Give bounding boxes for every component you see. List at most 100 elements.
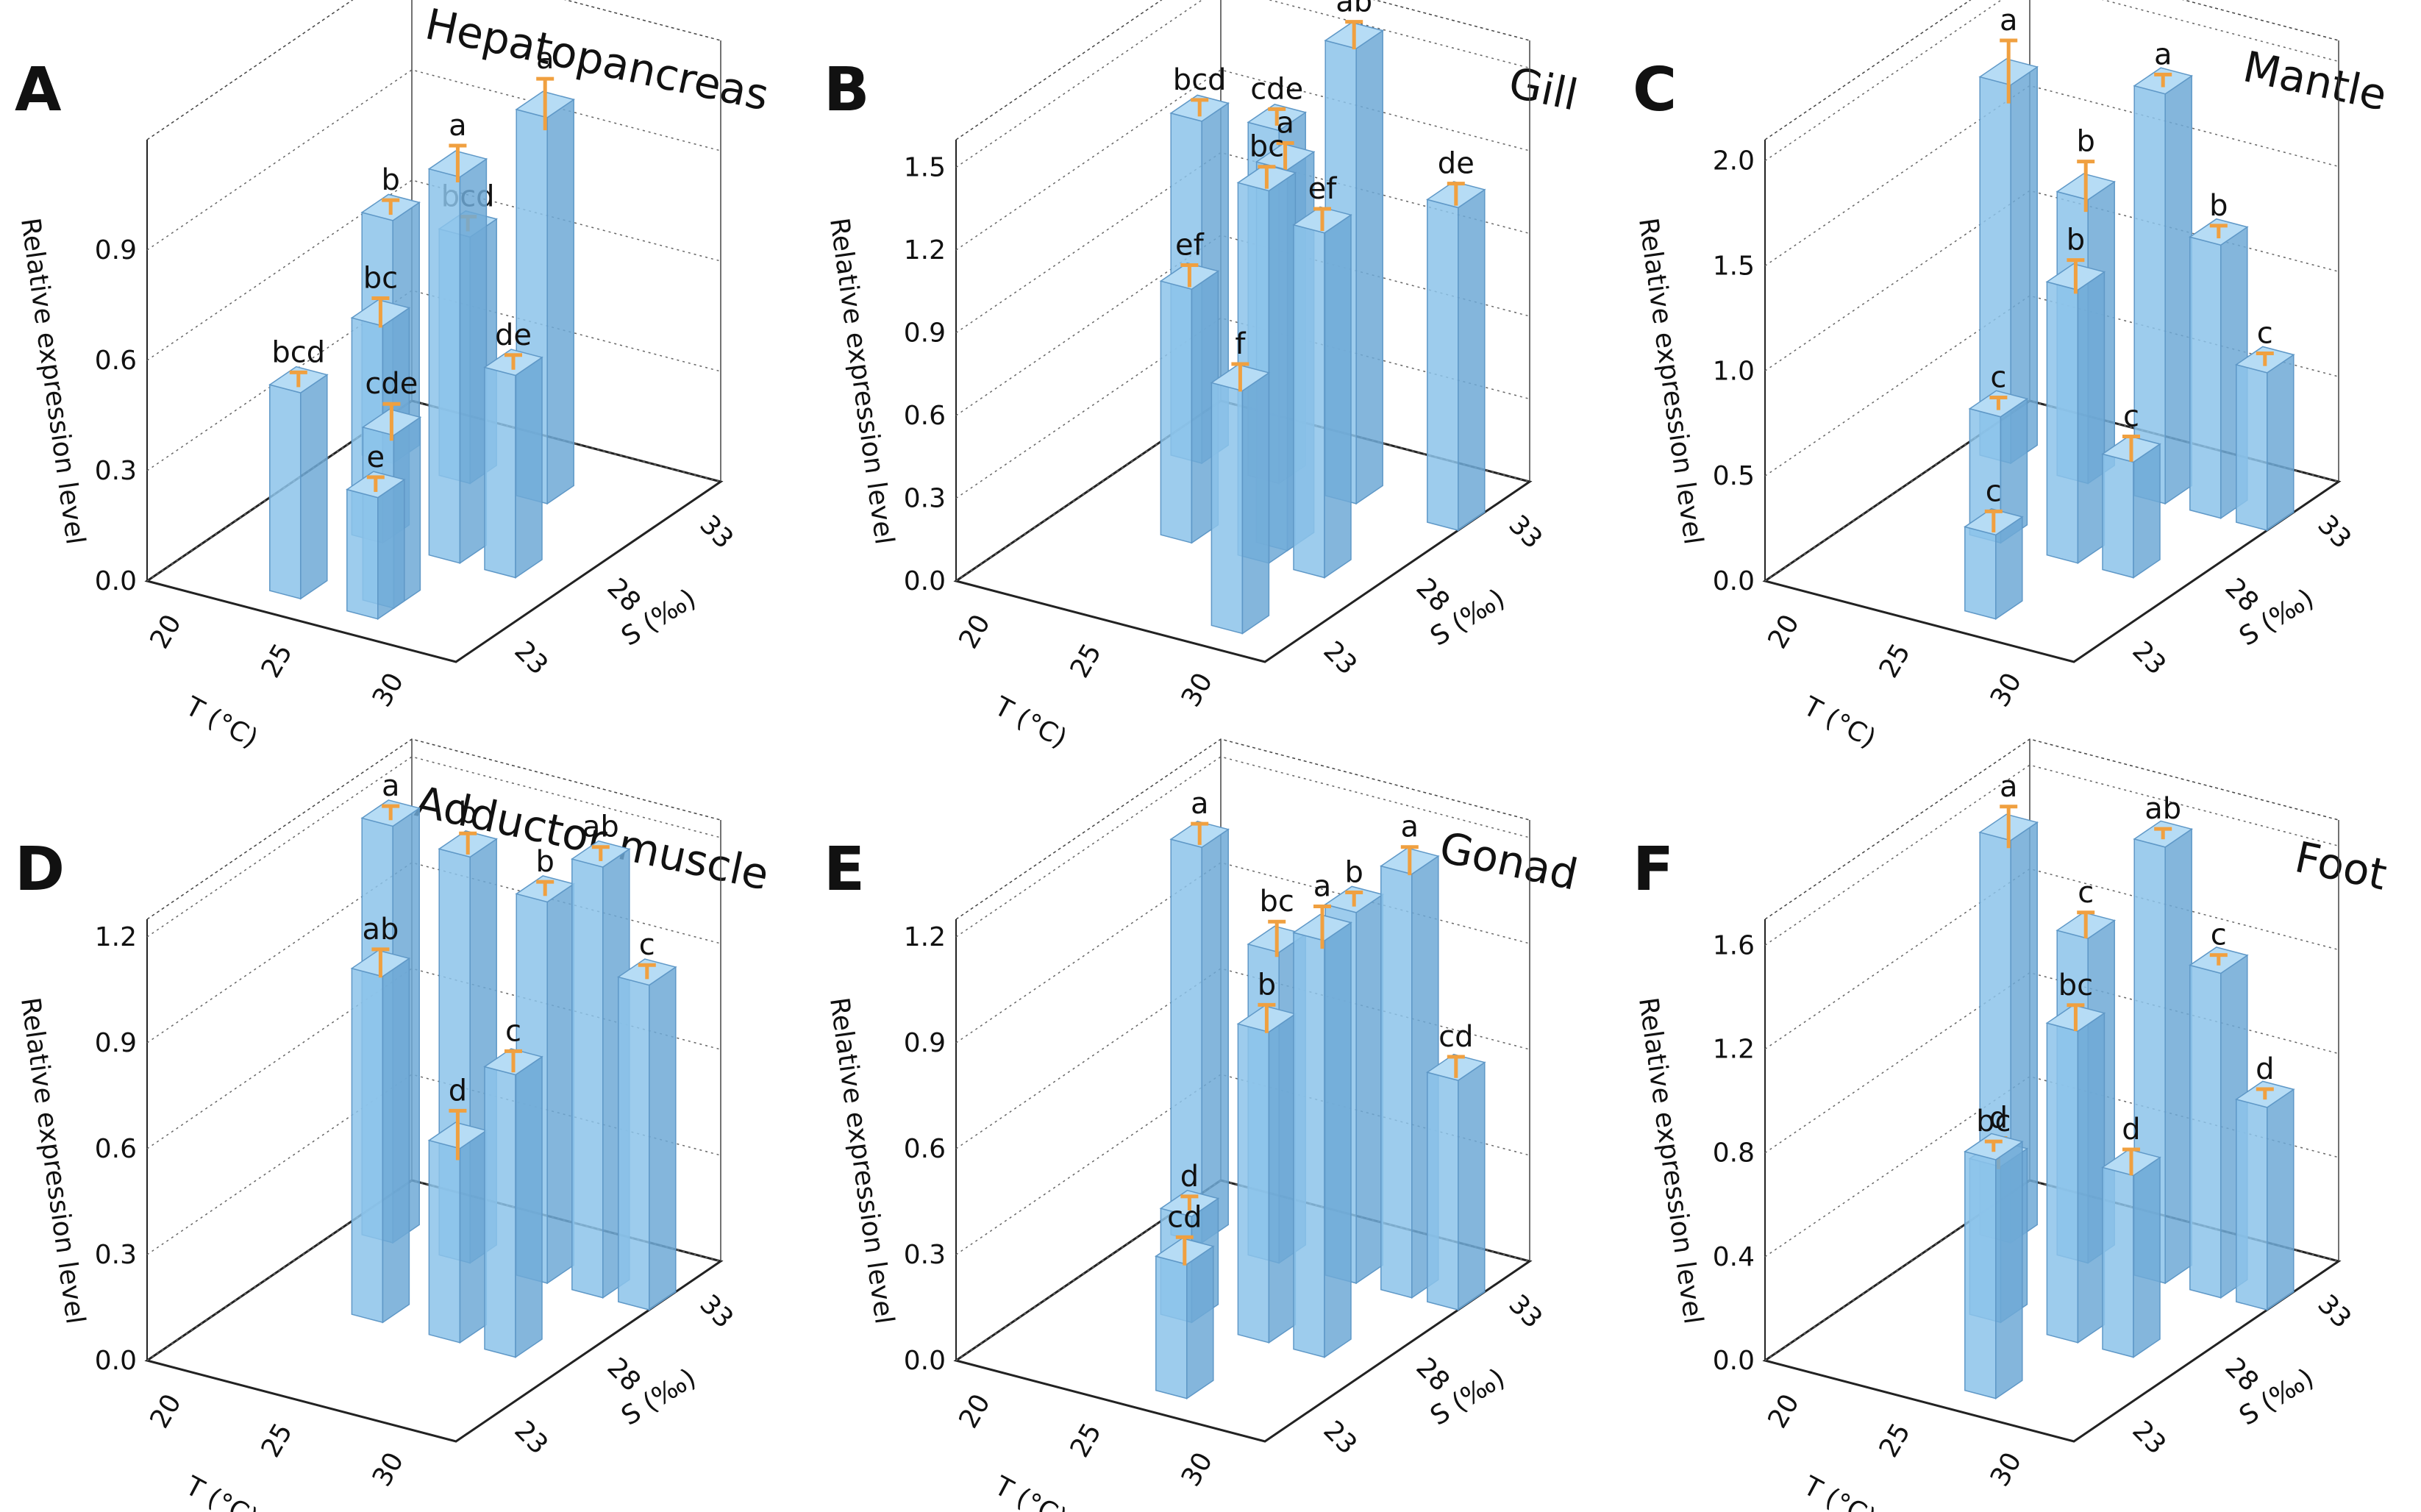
gridline	[1764, 85, 2339, 267]
panel-D: D Adductor muscle0.00.30.60.91.2Relative …	[15, 738, 773, 1512]
y-tick-label: 0.6	[904, 1134, 946, 1164]
significance-label: ab	[362, 913, 399, 946]
y-tick-label: 0.4	[1713, 1242, 1755, 1272]
panel-E: E Gonad 0.0 0.3 0.6 0.9 1.2 Relative expression…	[824, 738, 1582, 1512]
y-tick-label: 0.3	[95, 456, 137, 486]
gridline	[146, 290, 721, 471]
significance-label: a	[2000, 770, 2018, 804]
significance-label: bc	[1249, 130, 1284, 164]
bar: c	[1964, 474, 2024, 621]
significance-label: c	[2078, 876, 2094, 910]
gridline	[146, 862, 721, 1044]
y-tick-label: 0.9	[904, 1028, 946, 1058]
significance-label: a	[1401, 810, 1419, 844]
z-tick-label: 33	[1502, 1289, 1547, 1334]
panel-title: Mantle	[2239, 41, 2392, 120]
top-frame	[955, 0, 1530, 140]
gridline	[955, 1074, 1530, 1255]
z-tick-label: 28	[1410, 573, 1455, 618]
gridline	[955, 317, 1530, 499]
y-tick-label: 0.3	[95, 1240, 137, 1270]
significance-label: bc	[1976, 1105, 2011, 1138]
y-tick-label: 0.0	[904, 1346, 946, 1376]
panel-letter: F	[1633, 835, 1674, 905]
bar-side-face	[2164, 74, 2192, 505]
bar-front-face	[1293, 224, 1325, 579]
gridline	[146, 400, 721, 582]
bar: a	[2133, 38, 2193, 505]
gridline	[1764, 764, 2339, 946]
bar: c	[2101, 399, 2161, 579]
bar-side-face	[1355, 29, 1383, 505]
gridline	[955, 1180, 1530, 1361]
significance-label: d	[449, 1074, 467, 1108]
bar: a	[1169, 787, 1230, 1244]
y-tick-label: 1.2	[904, 922, 946, 952]
y-tick-label: 1.5	[1713, 251, 1755, 281]
x-tick-label: 25	[1065, 1419, 1108, 1463]
significance-label: b	[1258, 968, 1276, 1002]
bar: f	[1210, 327, 1271, 635]
panel-F: F Foot 0.0 0.4 0.8 1.2 1.6 Relative expression …	[1633, 738, 2391, 1512]
bar-side-face	[1268, 1013, 1297, 1344]
significance-label: ef	[1308, 172, 1338, 206]
z-tick-label: 28	[601, 1352, 646, 1397]
gridline	[955, 862, 1530, 1044]
gridline	[146, 968, 721, 1149]
y-tick-label: 0.6	[95, 346, 137, 376]
significance-label: f	[1235, 327, 1246, 361]
bar-side-face	[1324, 921, 1352, 1358]
top-frame	[1764, 738, 2339, 920]
bar-front-face	[2236, 363, 2268, 532]
bar-side-face	[1355, 893, 1383, 1285]
significance-label: b	[2067, 224, 2085, 257]
bar-front-face	[428, 1139, 461, 1344]
y-tick-label: 0.6	[904, 401, 946, 431]
bar-front-face	[571, 858, 604, 1299]
panel-C: C Mantle 0.0 0.5 1.0 1.5 2.0 Relative expressio…	[1633, 0, 2391, 755]
significance-label: ef	[1175, 228, 1205, 262]
bar-side-face	[1324, 213, 1352, 579]
bar: e	[346, 441, 406, 621]
y-axis-title: Relative expression level	[15, 996, 90, 1326]
bar: d	[427, 1074, 488, 1344]
x-tick-label: 25	[256, 639, 299, 683]
significance-label: bcd	[1173, 63, 1227, 97]
panel-letter: B	[824, 55, 870, 125]
gridline	[1764, 868, 2339, 1050]
significance-label: c	[1990, 360, 2006, 394]
panel-title: Gill	[1505, 57, 1582, 121]
significance-label: b	[459, 796, 477, 830]
z-tick-label: 28	[2219, 1352, 2264, 1397]
bar: b	[1236, 968, 1297, 1344]
x-axis-title: T (°C)	[989, 691, 1072, 755]
z-tick-label: 23	[508, 635, 553, 680]
bar-front-face	[1380, 865, 1413, 1299]
x-tick-label: 20	[1762, 610, 1805, 654]
significance-label: ab	[2144, 792, 2181, 826]
gridline	[1764, 971, 2339, 1154]
bar: a	[1978, 4, 2039, 465]
y-tick-label: 1.5	[904, 153, 946, 183]
significance-label: bc	[363, 261, 398, 295]
gridline	[1764, 0, 2339, 162]
x-axis-title: T (°C)	[989, 1471, 1072, 1512]
x-tick-label: 20	[144, 1389, 187, 1433]
bar-side-face	[515, 1055, 543, 1358]
bar-side-face	[377, 478, 405, 621]
significance-label: c	[2257, 317, 2273, 351]
significance-label: c	[2211, 919, 2227, 952]
y-axis-title: Relative expression level	[824, 996, 899, 1326]
z-tick-label: 28	[1410, 1352, 1455, 1397]
x-tick-label: 25	[1874, 639, 1917, 683]
x-tick-label: 30	[367, 668, 410, 712]
x-tick-label: 30	[1985, 668, 2028, 712]
top-frame	[146, 0, 721, 140]
y-tick-label: 0.0	[904, 566, 946, 596]
significance-label: a	[382, 769, 400, 803]
x-tick-label: 25	[1874, 1419, 1917, 1463]
significance-label: de	[495, 318, 532, 352]
y-tick-label: 0.0	[95, 1346, 137, 1376]
top-frame	[1764, 0, 2339, 140]
